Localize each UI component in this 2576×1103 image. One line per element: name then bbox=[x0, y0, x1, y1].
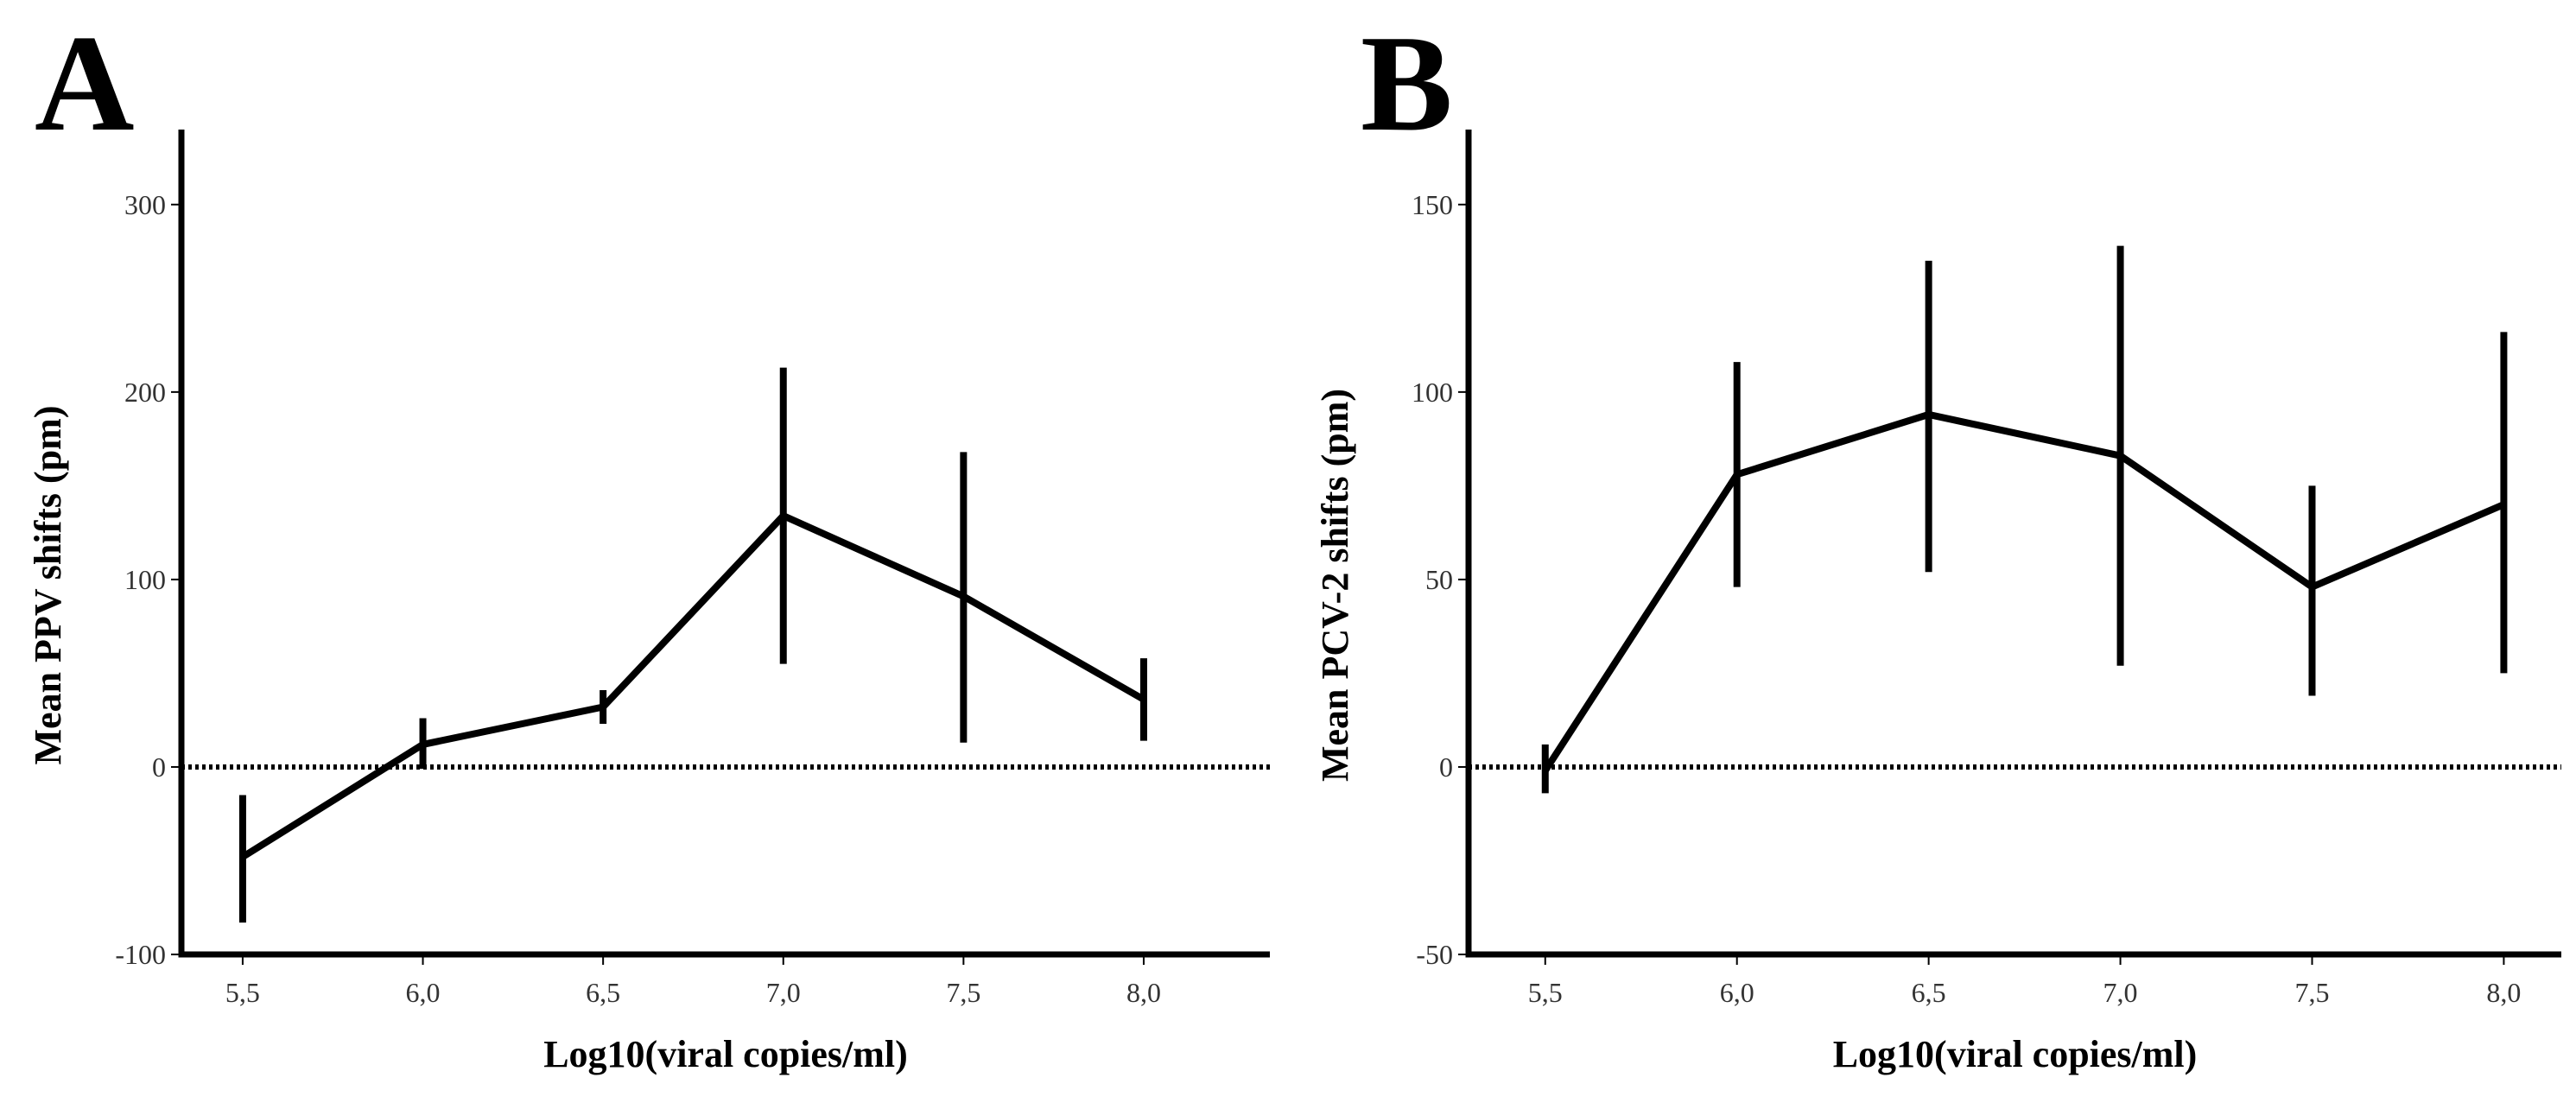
chart-a-y-tick-label: 100 bbox=[124, 564, 166, 595]
chart-b-y-tick-label: 150 bbox=[1412, 189, 1453, 220]
chart-a-x-tick-label: 6,0 bbox=[406, 977, 441, 1008]
chart-a-x-tick-label: 8,0 bbox=[1126, 977, 1161, 1008]
chart-a-panel: A -100 0 100 200 300 5,5 6,0 6,5 7,0 7,5 8,0 Log10(v… bbox=[27, 6, 1270, 1075]
chart-b-y-tick-label: 50 bbox=[1425, 564, 1453, 595]
chart-b-panel: B -50 0 50 100 150 5,5 6,0 6,5 7,0 7,5 8,0 Log10(vir… bbox=[1314, 6, 2561, 1075]
chart-a-axes bbox=[178, 130, 1270, 958]
chart-b-y-tick-label: -50 bbox=[1416, 939, 1453, 970]
chart-b-x-tick-label: 7,5 bbox=[2294, 977, 2329, 1008]
chart-a-panel-letter: A bbox=[35, 6, 135, 160]
chart-a-x-tick-label: 5,5 bbox=[225, 977, 260, 1008]
chart-a-y-tick-label: 200 bbox=[124, 377, 166, 408]
chart-b-x-tick-label: 7,0 bbox=[2103, 977, 2138, 1008]
chart-a-x-tick-label: 7,0 bbox=[766, 977, 801, 1008]
chart-a-x-axis-title: Log10(viral copies/ml) bbox=[543, 1033, 908, 1075]
chart-b-x-tick-label: 6,0 bbox=[1720, 977, 1754, 1008]
chart-b-y-tick-label: 0 bbox=[1439, 751, 1453, 783]
chart-b-x-tick-label: 6,5 bbox=[1912, 977, 1946, 1008]
chart-b-axes bbox=[1465, 130, 2561, 958]
chart-b-panel-letter: B bbox=[1361, 6, 1453, 160]
chart-b-series-line bbox=[1542, 410, 2506, 773]
chart-a-y-axis-title: Mean PPV shifts (pm) bbox=[27, 406, 69, 765]
chart-b-x-axis-title: Log10(viral copies/ml) bbox=[1833, 1033, 2198, 1075]
chart-b-x-tick-label: 8,0 bbox=[2486, 977, 2521, 1008]
chart-a-x-tick-label: 6,5 bbox=[586, 977, 620, 1008]
chart-b-y-axis-title: Mean PCV-2 shifts (pm) bbox=[1314, 389, 1356, 782]
chart-b-y-tick-label: 100 bbox=[1412, 377, 1453, 408]
chart-a-y-tick-label: 0 bbox=[152, 751, 166, 783]
chart-a-y-tick-label: 300 bbox=[124, 189, 166, 220]
chart-b-x-tick-label: 5,5 bbox=[1528, 977, 1563, 1008]
chart-a-x-tick-label: 7,5 bbox=[946, 977, 980, 1008]
chart-a-series-line bbox=[240, 511, 1145, 860]
chart-a-y-tick-label: -100 bbox=[115, 939, 166, 970]
